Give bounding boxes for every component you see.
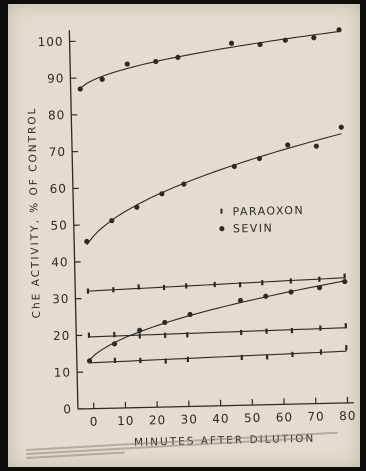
data-point: [164, 358, 167, 364]
data-point: [134, 204, 140, 210]
data-point: [137, 284, 140, 290]
data-point: [256, 155, 263, 162]
data-point: [112, 287, 115, 293]
data-point: [138, 333, 141, 339]
x-tick-label: 10: [117, 414, 135, 428]
x-tick-label: 50: [244, 411, 262, 425]
data-point: [318, 276, 321, 282]
series-curve: [88, 327, 346, 338]
series-curve: [79, 30, 340, 89]
data-point: [282, 37, 288, 43]
series-curve: [86, 133, 342, 246]
y-tick-label: 20: [53, 329, 71, 343]
data-point: [86, 288, 90, 294]
x-tick-label: 80: [339, 409, 357, 423]
data-point: [289, 278, 292, 284]
y-tick-label: 90: [47, 71, 65, 85]
legend-marker-dot: [219, 226, 225, 232]
x-tick-label: 20: [149, 413, 167, 427]
data-point: [263, 293, 269, 299]
data-point: [113, 357, 117, 363]
data-point: [228, 40, 235, 46]
data-point: [186, 332, 189, 338]
data-point: [162, 319, 168, 326]
data-point: [240, 329, 243, 336]
data-point: [153, 58, 159, 65]
data-point: [186, 356, 190, 363]
data-point: [84, 238, 90, 245]
data-point: [319, 349, 323, 355]
data-point: [109, 218, 115, 224]
data-point: [342, 278, 348, 285]
x-tick-label: 60: [276, 410, 294, 424]
y-tick-label: 80: [48, 108, 66, 122]
data-point: [319, 325, 322, 331]
data-point: [265, 354, 269, 360]
data-point: [288, 289, 294, 295]
y-tick-label: 100: [38, 35, 64, 50]
x-axis-line: [77, 402, 354, 410]
legend-label: PARAOXON: [232, 204, 304, 219]
data-point: [137, 327, 143, 333]
data-point: [87, 332, 91, 338]
data-point: [238, 282, 242, 288]
series-curve: [87, 277, 345, 292]
data-point: [344, 323, 347, 329]
series-curve: [89, 350, 347, 364]
x-tick-label: 70: [307, 409, 325, 423]
data-point: [316, 285, 323, 291]
y-tick-label: 40: [51, 255, 69, 269]
y-tick-label: 60: [49, 182, 67, 196]
data-point: [77, 86, 83, 92]
data-point: [313, 143, 319, 149]
series-curve: [89, 280, 345, 361]
data-point: [162, 284, 166, 291]
x-tick-label: 0: [90, 415, 99, 429]
book-page: 0 10 20 30 40 50 60 70 80 90 100 0 10 20 30 40 50 60 70 80 M…: [8, 4, 360, 467]
data-point: [124, 61, 130, 67]
x-tick-label: 40: [212, 412, 230, 426]
data-point: [213, 281, 216, 288]
data-point: [185, 283, 188, 289]
data-point: [113, 331, 116, 338]
y-tick-label: 50: [50, 218, 68, 232]
data-point: [336, 27, 342, 33]
data-point: [187, 311, 193, 318]
data-point: [291, 351, 294, 358]
x-tick-label: 30: [180, 412, 198, 426]
data-point: [111, 341, 118, 347]
data-point: [265, 328, 268, 334]
y-tick-label: 10: [54, 365, 72, 379]
data-point: [311, 35, 317, 41]
data-point: [181, 181, 187, 187]
data-point: [285, 142, 291, 148]
y-tick-label: 30: [52, 292, 70, 306]
data-point: [139, 357, 142, 364]
data-point: [240, 354, 243, 361]
legend-label: SEVIN: [233, 222, 274, 236]
data-point: [88, 358, 91, 364]
data-point: [99, 76, 105, 82]
data-point: [175, 54, 181, 60]
data-point: [237, 297, 244, 304]
data-point: [290, 327, 294, 334]
data-point: [343, 273, 346, 279]
data-point: [261, 280, 264, 286]
y-axis-label: ChE ACTIVITY, % OF CONTROL: [26, 106, 43, 318]
y-axis-line: [68, 30, 79, 410]
data-point: [345, 345, 348, 351]
y-tick-label: 70: [49, 145, 67, 159]
legend-marker-tick: [220, 208, 223, 214]
y-tick-label: 0: [63, 402, 72, 416]
data-point: [257, 41, 263, 48]
data-point: [231, 163, 237, 170]
data-point: [163, 332, 167, 338]
data-point: [338, 124, 344, 130]
data-point: [159, 191, 165, 197]
